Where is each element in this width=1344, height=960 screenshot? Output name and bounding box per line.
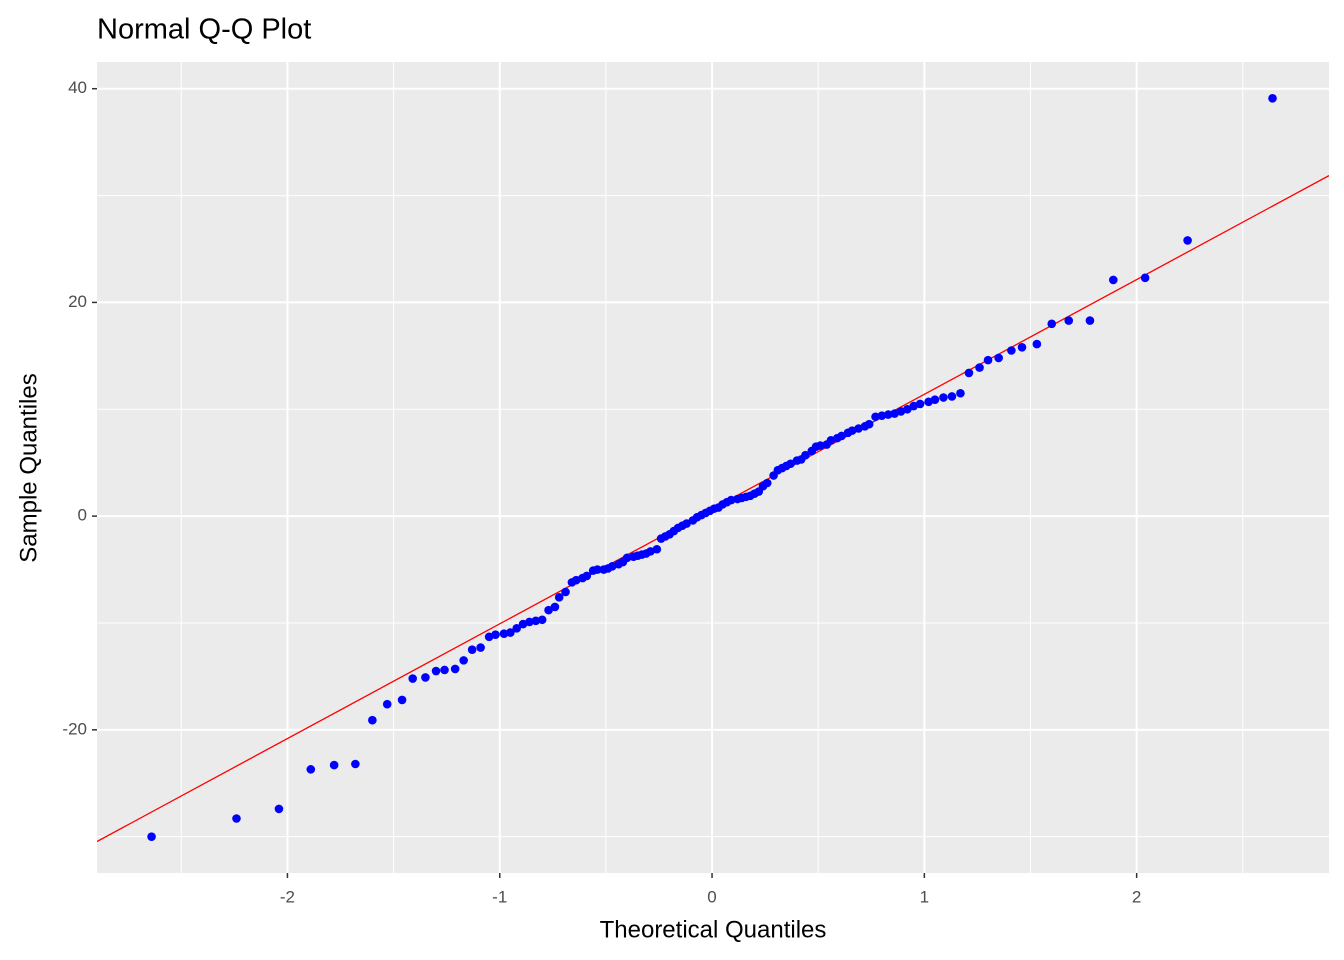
y-tick-label: 20 [68,292,87,311]
point [964,368,974,378]
point [459,656,468,665]
point [499,629,509,638]
point [561,587,570,597]
point [816,441,825,450]
point [147,832,156,841]
point [408,674,417,683]
point [883,410,893,419]
x-tick-label: 2 [1132,887,1141,906]
point [550,602,560,612]
point [512,624,522,633]
point [622,553,632,563]
point [421,673,430,682]
point [397,695,407,705]
point [837,431,846,441]
point [1140,273,1150,283]
point [1007,346,1016,355]
point [864,419,874,429]
point [652,544,662,554]
x-tick-label: 1 [920,887,929,906]
y-tick-label: 40 [68,78,87,97]
point [1047,319,1057,329]
point [1085,316,1095,325]
point [956,388,965,398]
point [450,664,460,674]
point [682,519,691,528]
y-tick-label: -20 [62,719,87,738]
point [983,355,993,365]
point [382,699,392,709]
point [1183,236,1192,245]
point [491,630,500,640]
point [431,666,441,676]
point [903,404,912,414]
point [1064,316,1074,325]
point [915,399,925,409]
y-tick-label: 0 [78,506,87,525]
point [329,760,339,770]
point [467,645,477,654]
point [525,617,534,627]
x-tick-label: -1 [492,887,507,906]
point [274,804,284,814]
point [726,495,736,505]
point [351,759,360,769]
point [975,363,984,372]
point [871,412,880,422]
point [877,411,887,420]
point [554,593,564,602]
point [1032,339,1042,349]
point [593,565,602,574]
point [1268,94,1277,103]
point [582,571,592,581]
point [762,478,772,488]
x-tick-label: -2 [280,887,295,906]
point [306,765,316,774]
point [939,393,948,402]
point [1017,342,1027,352]
x-axis-title: Theoretical Quantiles [600,916,827,943]
chart-title: Normal Q-Q Plot [97,14,311,46]
point [537,615,547,625]
axes: -2 -1 0 1 2 -20 0 20 40 [62,78,1141,906]
point [1108,275,1118,285]
x-tick-label: 0 [707,887,716,906]
point [930,395,940,404]
point [994,353,1003,363]
point [544,605,553,615]
point [440,665,449,675]
point [947,392,957,401]
point [801,450,810,460]
plot-area [97,94,1329,843]
point [506,628,515,637]
point [531,616,541,626]
point [368,715,377,725]
point [476,643,485,652]
y-axis-title: Sample Quantiles [15,373,42,562]
point [232,814,241,823]
point [786,459,795,469]
